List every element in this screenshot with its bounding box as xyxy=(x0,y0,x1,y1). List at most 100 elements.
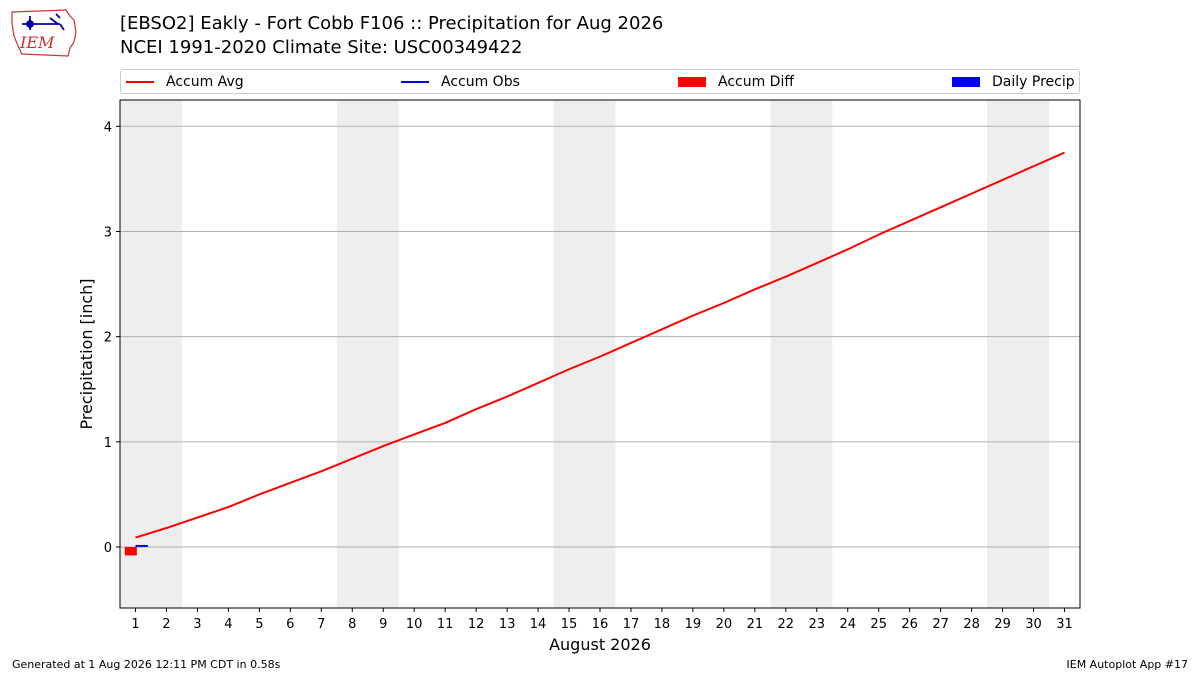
data-point-accum-avg xyxy=(971,193,973,195)
data-point-accum-avg xyxy=(816,262,818,264)
data-point-accum-avg xyxy=(692,315,694,317)
legend-swatch-accum-obs xyxy=(401,80,429,83)
x-tick-label: 11 xyxy=(437,617,454,632)
legend-label-accum-diff: Accum Diff xyxy=(718,73,795,90)
y-tick-label: 0 xyxy=(104,541,112,556)
plot-frame xyxy=(119,99,1081,609)
x-tick-label: 26 xyxy=(901,617,918,632)
x-tick-label: 25 xyxy=(870,617,887,632)
weekend-band xyxy=(120,100,182,608)
data-point-accum-avg xyxy=(475,408,477,410)
logo-text: IEM xyxy=(19,33,55,52)
x-tick-label: 2 xyxy=(162,617,170,632)
x-tick-label: 3 xyxy=(193,617,201,632)
iowa-state-outline xyxy=(11,9,77,57)
x-tick-label: 31 xyxy=(1056,617,1073,632)
data-point-accum-obs xyxy=(147,545,149,547)
x-tick-label: 28 xyxy=(963,617,980,632)
data-point-accum-avg xyxy=(351,458,353,460)
data-point-accum-avg xyxy=(599,356,601,358)
data-point-accum-obs xyxy=(134,545,136,547)
x-tick-label: 20 xyxy=(716,617,733,632)
legend-item-daily-precip: Daily Precip xyxy=(952,70,1075,93)
data-point-accum-avg xyxy=(1064,152,1066,154)
data-point-accum-avg xyxy=(847,248,849,250)
y-tick-label: 2 xyxy=(104,331,112,346)
data-point-accum-avg xyxy=(940,206,942,208)
data-point-accum-avg xyxy=(382,445,384,447)
data-point-accum-avg xyxy=(878,234,880,236)
x-tick-label: 23 xyxy=(809,617,826,632)
y-tick-label: 4 xyxy=(104,120,112,135)
legend-swatch-accum-avg xyxy=(126,80,154,83)
x-tick-label: 10 xyxy=(406,617,423,632)
data-point-accum-avg xyxy=(537,382,539,384)
y-tick-label: 3 xyxy=(104,225,112,240)
chart-legend: Accum Avg Accum Obs Accum Diff Daily Pre… xyxy=(120,69,1080,94)
x-tick-label: 24 xyxy=(839,617,856,632)
x-tick-label: 1 xyxy=(131,617,139,632)
legend-label-accum-avg: Accum Avg xyxy=(166,73,244,90)
data-point-accum-avg xyxy=(723,302,725,304)
bar-accum-diff xyxy=(124,546,137,556)
y-tick-label: 1 xyxy=(104,436,112,451)
data-point-accum-avg xyxy=(1033,165,1035,167)
x-tick-label: 6 xyxy=(286,617,294,632)
x-tick-label: 22 xyxy=(778,617,795,632)
x-tick-label: 21 xyxy=(747,617,764,632)
x-tick-label: 9 xyxy=(379,617,387,632)
legend-item-accum-avg: Accum Avg xyxy=(126,70,244,93)
legend-swatch-daily-precip xyxy=(952,76,980,87)
x-tick-label: 17 xyxy=(623,617,640,632)
data-point-accum-avg xyxy=(506,396,508,398)
iem-logo: IEM xyxy=(11,9,77,57)
legend-item-accum-diff: Accum Diff xyxy=(678,70,794,93)
legend-item-accum-obs: Accum Obs xyxy=(401,70,520,93)
x-tick-label: 7 xyxy=(317,617,325,632)
data-point-accum-avg xyxy=(134,537,136,539)
data-point-accum-avg xyxy=(165,527,167,529)
legend-swatch-accum-diff xyxy=(678,76,706,87)
x-tick-label: 27 xyxy=(932,617,949,632)
x-tick-label: 13 xyxy=(499,617,516,632)
data-point-accum-avg xyxy=(661,328,663,330)
x-tick-label: 30 xyxy=(1025,617,1042,632)
x-tick-label: 15 xyxy=(561,617,578,632)
generated-timestamp: Generated at 1 Aug 2026 12:11 PM CDT in … xyxy=(12,658,281,671)
data-point-accum-avg xyxy=(1002,179,1004,181)
weekend-band xyxy=(770,100,833,608)
weather-station-icon xyxy=(22,13,65,31)
data-point-accum-avg xyxy=(785,276,787,278)
data-point-accum-avg xyxy=(289,482,291,484)
x-tick-label: 4 xyxy=(224,617,232,632)
app-credit: IEM Autoplot App #17 xyxy=(1066,658,1189,671)
x-tick-label: 14 xyxy=(530,617,547,632)
data-point-accum-avg xyxy=(909,220,911,222)
weekend-band xyxy=(336,100,399,608)
x-tick-label: 29 xyxy=(994,617,1011,632)
y-axis-label: Precipitation [inch] xyxy=(77,278,96,429)
legend-label-accum-obs: Accum Obs xyxy=(441,73,520,90)
x-tick-label: 12 xyxy=(468,617,485,632)
legend-label-daily-precip: Daily Precip xyxy=(992,73,1075,90)
x-tick-label: 18 xyxy=(654,617,671,632)
data-point-accum-avg xyxy=(413,433,415,435)
data-point-accum-avg xyxy=(444,422,446,424)
chart-subtitle: NCEI 1991-2020 Climate Site: USC00349422 xyxy=(120,37,523,58)
x-tick-label: 19 xyxy=(685,617,702,632)
data-point-accum-avg xyxy=(630,342,632,344)
data-point-accum-avg xyxy=(258,493,260,495)
data-point-accum-avg xyxy=(227,506,229,508)
weekend-band xyxy=(987,100,1050,608)
data-point-accum-avg xyxy=(320,470,322,472)
x-tick-label: 8 xyxy=(348,617,356,632)
data-point-accum-avg xyxy=(754,288,756,290)
series-line-accum-avg xyxy=(135,151,1065,539)
data-point-accum-avg xyxy=(196,517,198,519)
chart-title: [EBSO2] Eakly - Fort Cobb F106 :: Precip… xyxy=(120,13,664,34)
x-tick-label: 16 xyxy=(592,617,609,632)
data-point-accum-avg xyxy=(568,368,570,370)
x-tick-label: 5 xyxy=(255,617,263,632)
x-axis-label: August 2026 xyxy=(549,635,651,654)
